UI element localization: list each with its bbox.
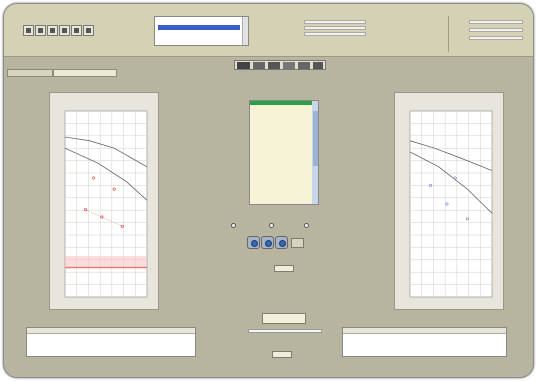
arrow-right-icon: [278, 239, 286, 247]
data-marker: [100, 215, 104, 219]
radio-option-1[interactable]: [231, 223, 236, 228]
right-audiogram-svg[interactable]: [395, 93, 505, 311]
right-field-3[interactable]: [469, 36, 523, 40]
data-marker: [465, 217, 469, 221]
right-field-1[interactable]: [469, 20, 523, 24]
patient-list-item-selected[interactable]: [158, 25, 240, 30]
next-button[interactable]: [275, 236, 288, 249]
left-results-table[interactable]: [26, 327, 196, 357]
data-marker: [428, 183, 432, 187]
list-item[interactable]: [250, 197, 318, 201]
left-table-header: [27, 328, 195, 334]
zoom-icon[interactable]: [298, 62, 310, 69]
frequency-list[interactable]: [249, 100, 319, 205]
list-scroll-thumb[interactable]: [312, 111, 318, 166]
progress-bar: [248, 329, 322, 333]
left-audiogram-svg[interactable]: [50, 93, 160, 311]
arrow-left-icon: [250, 239, 258, 247]
application-window: [3, 3, 534, 378]
edit-icon[interactable]: [71, 25, 82, 36]
patient-list-scrollbar[interactable]: [242, 17, 248, 45]
radio-option-3[interactable]: [304, 223, 309, 228]
action-button[interactable]: [262, 313, 306, 324]
curve-line-1: [64, 136, 148, 168]
pencil-icon[interactable]: [253, 62, 265, 69]
info-field-1: [304, 20, 366, 24]
patient-list[interactable]: [154, 16, 249, 46]
data-marker: [453, 176, 457, 180]
list-item-selected[interactable]: [250, 101, 318, 106]
data-marker: [120, 224, 124, 228]
marker-connector: [85, 209, 123, 227]
shaded-band: [65, 256, 147, 270]
data-marker: [92, 176, 96, 180]
data-marker: [445, 202, 449, 206]
plot-area: [409, 110, 493, 298]
small-value-2[interactable]: [272, 351, 292, 358]
options-button[interactable]: [291, 238, 304, 248]
right-results-table[interactable]: [342, 327, 507, 357]
tab-1[interactable]: [7, 69, 53, 77]
new-icon[interactable]: [23, 25, 34, 36]
data-marker: [83, 208, 87, 212]
flag-icon[interactable]: [283, 62, 295, 69]
play-button[interactable]: [261, 236, 274, 249]
data-marker: [112, 187, 116, 191]
cursor-icon[interactable]: [237, 62, 250, 69]
right-audiogram-chart: [394, 92, 504, 310]
list-scrollbar[interactable]: [312, 101, 318, 204]
save-icon[interactable]: [35, 25, 46, 36]
print-icon[interactable]: [59, 25, 70, 36]
help-icon[interactable]: [313, 62, 323, 69]
radio-option-2[interactable]: [269, 223, 274, 228]
tool-strip: [234, 60, 326, 70]
right-table-header: [343, 328, 506, 334]
tab-2[interactable]: [53, 69, 117, 77]
info-field-2: [304, 26, 366, 30]
export-icon[interactable]: [83, 25, 94, 36]
curve-line-1: [409, 140, 493, 171]
curve-line-2: [409, 151, 493, 214]
eraser-icon[interactable]: [268, 62, 280, 69]
previous-button[interactable]: [247, 236, 260, 249]
right-field-2[interactable]: [469, 28, 523, 32]
tab-bar: [4, 69, 533, 78]
curve-line-2: [64, 147, 148, 201]
play-icon: [264, 239, 272, 247]
left-audiogram-chart: [49, 92, 159, 310]
info-field-3: [304, 32, 366, 36]
small-value-1[interactable]: [274, 265, 294, 272]
open-icon[interactable]: [47, 25, 58, 36]
patient-list-item[interactable]: [158, 20, 238, 24]
right-info-panel: [448, 16, 527, 52]
top-toolbar-panel: [4, 4, 533, 57]
